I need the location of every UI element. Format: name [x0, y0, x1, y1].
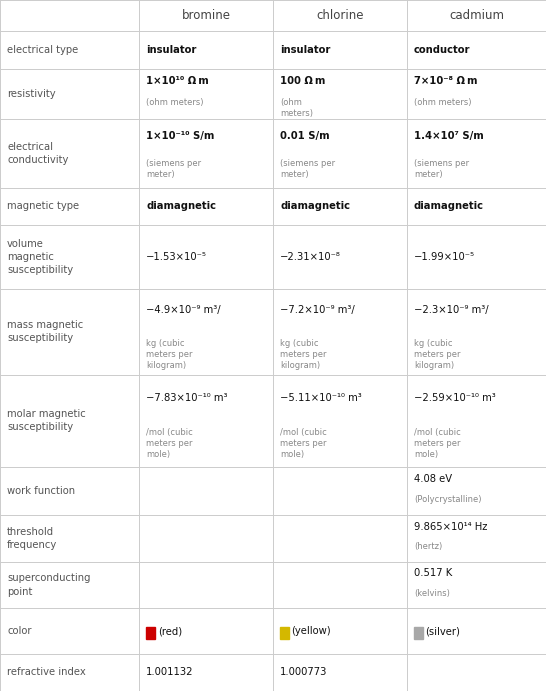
Text: bromine: bromine: [182, 9, 230, 22]
FancyBboxPatch shape: [146, 627, 156, 638]
Text: cadmium: cadmium: [449, 9, 504, 22]
Text: 7×10⁻⁸ Ω m: 7×10⁻⁸ Ω m: [414, 76, 477, 86]
Text: diamagnetic: diamagnetic: [280, 202, 350, 211]
Text: diamagnetic: diamagnetic: [146, 202, 216, 211]
Text: diamagnetic: diamagnetic: [414, 202, 484, 211]
Text: −2.59×10⁻¹⁰ m³: −2.59×10⁻¹⁰ m³: [414, 392, 496, 403]
Text: (hertz): (hertz): [414, 542, 442, 551]
Text: −1.99×10⁻⁵: −1.99×10⁻⁵: [414, 252, 475, 262]
Text: 0.01 S/m: 0.01 S/m: [280, 131, 330, 142]
Text: 4.08 eV: 4.08 eV: [414, 474, 452, 484]
Text: 1.000773: 1.000773: [280, 668, 328, 677]
Text: superconducting
point: superconducting point: [7, 574, 91, 596]
Text: 0.517 K: 0.517 K: [414, 569, 452, 578]
Text: −7.83×10⁻¹⁰ m³: −7.83×10⁻¹⁰ m³: [146, 392, 228, 403]
Text: kg (cubic
meters per
kilogram): kg (cubic meters per kilogram): [280, 339, 327, 370]
Text: resistivity: resistivity: [7, 89, 56, 99]
Text: /mol (cubic
meters per
mole): /mol (cubic meters per mole): [280, 428, 327, 460]
Text: 1.001132: 1.001132: [146, 668, 194, 677]
Text: (kelvins): (kelvins): [414, 589, 450, 598]
Text: (Polycrystalline): (Polycrystalline): [414, 495, 482, 504]
Text: chlorine: chlorine: [316, 9, 364, 22]
Text: electrical type: electrical type: [7, 45, 78, 55]
Text: /mol (cubic
meters per
mole): /mol (cubic meters per mole): [414, 428, 461, 460]
Text: 1×10⁻¹⁰ S/m: 1×10⁻¹⁰ S/m: [146, 131, 215, 142]
Text: (silver): (silver): [425, 626, 460, 636]
Text: −1.53×10⁻⁵: −1.53×10⁻⁵: [146, 252, 207, 262]
Text: (yellow): (yellow): [292, 626, 331, 636]
Text: magnetic type: magnetic type: [7, 202, 79, 211]
FancyBboxPatch shape: [280, 627, 289, 638]
Text: (red): (red): [158, 626, 182, 636]
Text: volume
magnetic
susceptibility: volume magnetic susceptibility: [7, 239, 73, 275]
Text: conductor: conductor: [414, 45, 470, 55]
Text: insulator: insulator: [280, 45, 330, 55]
Text: 1.4×10⁷ S/m: 1.4×10⁷ S/m: [414, 131, 484, 142]
Text: (ohm meters): (ohm meters): [414, 98, 471, 107]
Text: molar magnetic
susceptibility: molar magnetic susceptibility: [7, 409, 86, 433]
Text: mass magnetic
susceptibility: mass magnetic susceptibility: [7, 320, 84, 343]
Text: 9.865×10¹⁴ Hz: 9.865×10¹⁴ Hz: [414, 522, 487, 531]
Text: −2.31×10⁻⁸: −2.31×10⁻⁸: [280, 252, 341, 262]
Text: color: color: [7, 626, 32, 636]
Text: (siemens per
meter): (siemens per meter): [414, 159, 469, 179]
Text: 1×10¹⁰ Ω m: 1×10¹⁰ Ω m: [146, 76, 209, 86]
Text: /mol (cubic
meters per
mole): /mol (cubic meters per mole): [146, 428, 193, 460]
Text: kg (cubic
meters per
kilogram): kg (cubic meters per kilogram): [146, 339, 193, 370]
Text: −5.11×10⁻¹⁰ m³: −5.11×10⁻¹⁰ m³: [280, 392, 362, 403]
Text: −7.2×10⁻⁹ m³/: −7.2×10⁻⁹ m³/: [280, 305, 355, 316]
Text: electrical
conductivity: electrical conductivity: [7, 142, 68, 165]
Text: (ohm
meters): (ohm meters): [280, 98, 313, 118]
Text: kg (cubic
meters per
kilogram): kg (cubic meters per kilogram): [414, 339, 460, 370]
Text: (ohm meters): (ohm meters): [146, 98, 204, 107]
Text: 100 Ω m: 100 Ω m: [280, 76, 325, 86]
Text: −2.3×10⁻⁹ m³/: −2.3×10⁻⁹ m³/: [414, 305, 489, 316]
Text: (siemens per
meter): (siemens per meter): [280, 159, 335, 179]
Text: −4.9×10⁻⁹ m³/: −4.9×10⁻⁹ m³/: [146, 305, 221, 316]
Text: work function: work function: [7, 486, 75, 495]
Text: (siemens per
meter): (siemens per meter): [146, 159, 201, 179]
Text: insulator: insulator: [146, 45, 197, 55]
Text: refractive index: refractive index: [7, 668, 86, 677]
Text: threshold
frequency: threshold frequency: [7, 527, 57, 550]
FancyBboxPatch shape: [414, 627, 423, 638]
